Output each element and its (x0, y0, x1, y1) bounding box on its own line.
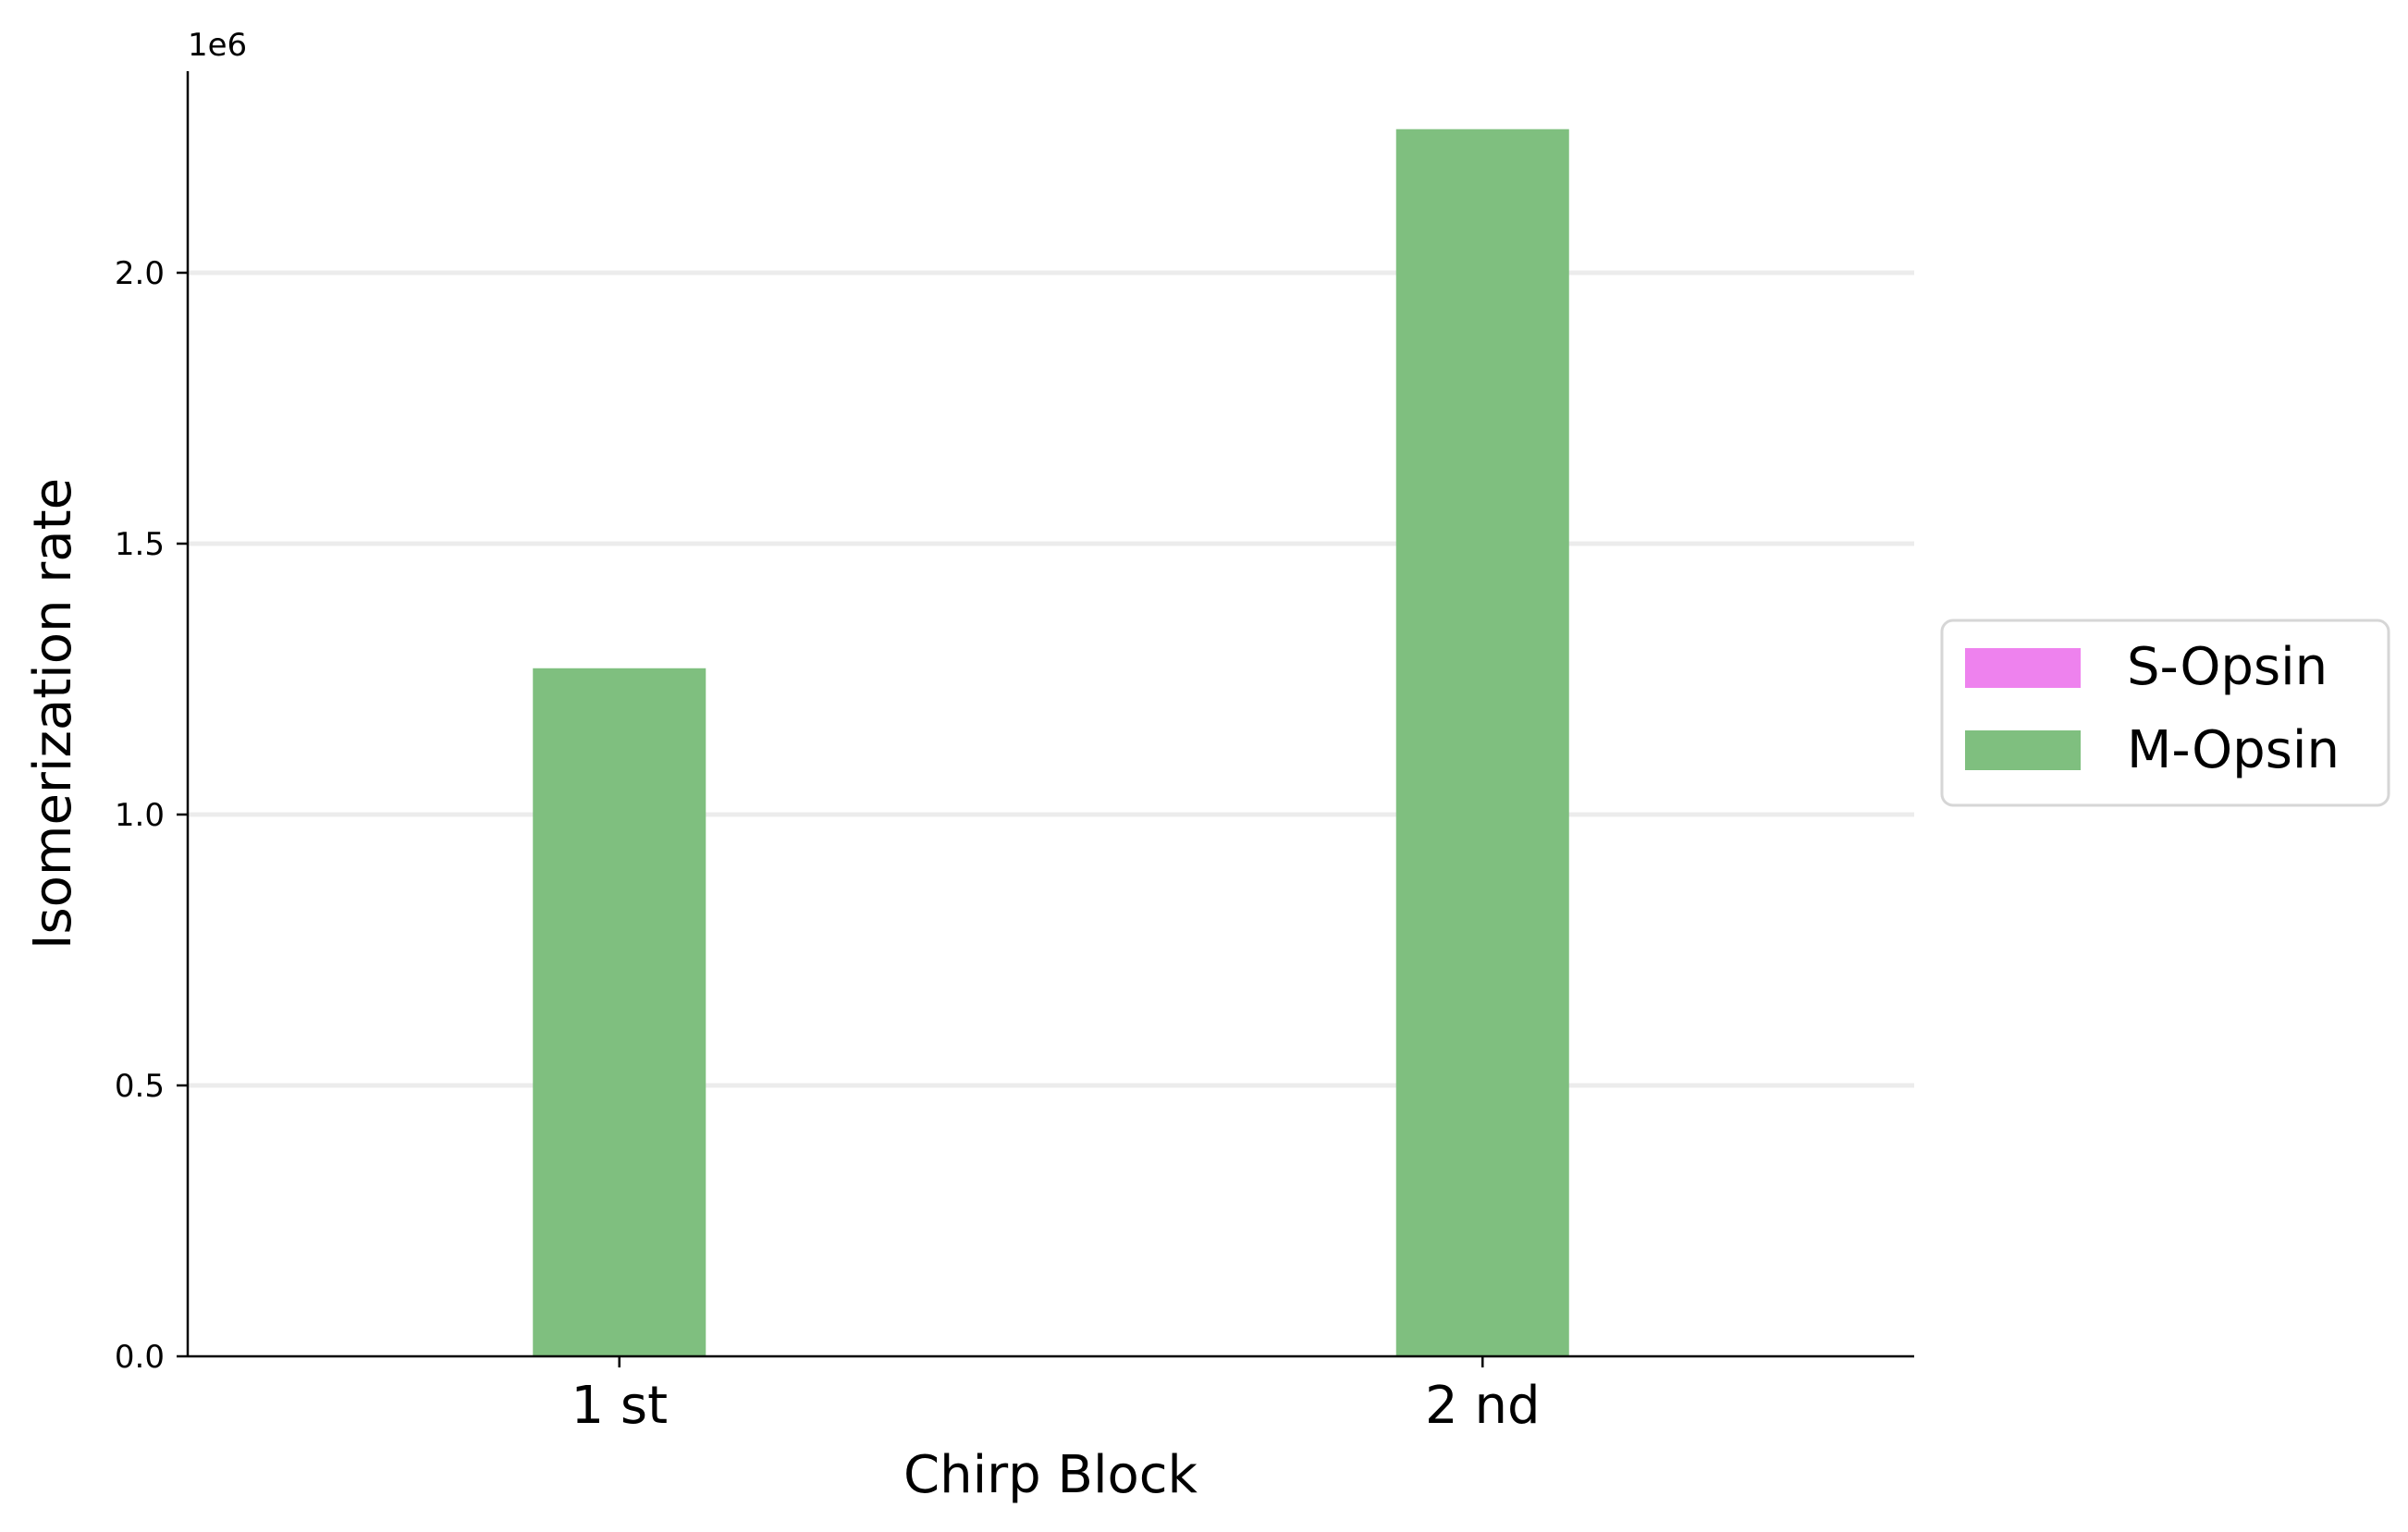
y-tick-label: 1.5 (115, 526, 165, 563)
y-tick-label: 2.0 (115, 255, 165, 292)
grid-lines (188, 270, 1914, 1088)
legend: S-Opsin M-Opsin (1940, 619, 2390, 807)
legend-label-m-opsin: M-Opsin (2127, 720, 2340, 780)
legend-swatch-m-opsin (1965, 730, 2081, 770)
y-scale-label: 1e6 (188, 27, 247, 64)
bar-m-opsin-1-st (533, 668, 706, 1356)
axes (186, 71, 1914, 1358)
legend-swatch-s-opsin (1965, 648, 2081, 688)
bar-m-opsin-2-nd (1395, 129, 1569, 1357)
bars (533, 129, 1569, 1357)
y-tick-label: 1.0 (115, 797, 165, 834)
y-tick-label: 0.0 (115, 1339, 165, 1376)
y-ticks: 0.0 0.5 1.0 1.5 2.0 (115, 255, 188, 1376)
y-axis-label: Isomerization rate (23, 478, 83, 950)
x-tick-label: 2 nd (1425, 1376, 1540, 1436)
x-axis-label: Chirp Block (903, 1445, 1198, 1505)
x-ticks: 1 st 2 nd (571, 1356, 1540, 1436)
x-tick-label: 1 st (571, 1376, 668, 1436)
legend-label-s-opsin: S-Opsin (2127, 637, 2328, 697)
y-tick-label: 0.5 (115, 1068, 165, 1105)
